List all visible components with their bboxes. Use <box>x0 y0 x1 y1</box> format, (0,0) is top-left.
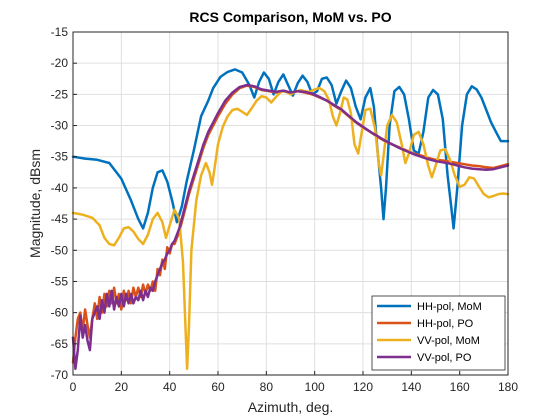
y-tick-label: -70 <box>51 368 69 382</box>
series-line-4 <box>71 83 510 371</box>
x-tick-label: 160 <box>450 380 470 394</box>
y-tick-label: -45 <box>51 212 69 226</box>
x-axis-label: Azimuth, deg. <box>248 399 334 415</box>
x-tick-label: 120 <box>353 380 373 394</box>
x-tick-label: 0 <box>70 380 77 394</box>
y-tick-label: -30 <box>51 119 69 133</box>
series-layer <box>71 68 510 371</box>
chart-title: RCS Comparison, MoM vs. PO <box>189 9 391 25</box>
x-tick-label: 60 <box>211 380 225 394</box>
x-tick-label: 40 <box>163 380 177 394</box>
y-axis-label: Magnitude, dBsm <box>27 149 43 258</box>
x-tick-label: 140 <box>401 380 421 394</box>
y-tick-label: -50 <box>51 243 69 257</box>
legend-entry-3: VV-pol, MoM <box>417 335 480 347</box>
legend: HH-pol, MoM HH-pol, PO VV-pol, MoM VV-pol, … <box>371 295 506 371</box>
legend-entry-1: HH-pol, MoM <box>417 301 482 313</box>
y-tick-label: -20 <box>51 56 69 70</box>
x-tick-label: 20 <box>115 380 129 394</box>
x-tick-label: 80 <box>260 380 274 394</box>
legend-entry-2: HH-pol, PO <box>417 318 474 330</box>
y-tick-label: -65 <box>51 337 69 351</box>
axes-box <box>72 31 509 376</box>
y-tick-label: -55 <box>51 274 69 288</box>
x-tick-label: 180 <box>498 380 518 394</box>
legend-entry-4: VV-pol, PO <box>417 352 472 364</box>
y-tick-label: -15 <box>51 25 69 39</box>
y-tick-label: -60 <box>51 306 69 320</box>
y-tick-label: -40 <box>51 181 69 195</box>
y-tick-label: -25 <box>51 87 69 101</box>
ticks: 0 20 40 60 80 100 120 140 160 180 -15 -20 -25 -30 -35 -… <box>51 25 519 394</box>
y-tick-label: -35 <box>51 150 69 164</box>
x-tick-label: 100 <box>305 380 325 394</box>
